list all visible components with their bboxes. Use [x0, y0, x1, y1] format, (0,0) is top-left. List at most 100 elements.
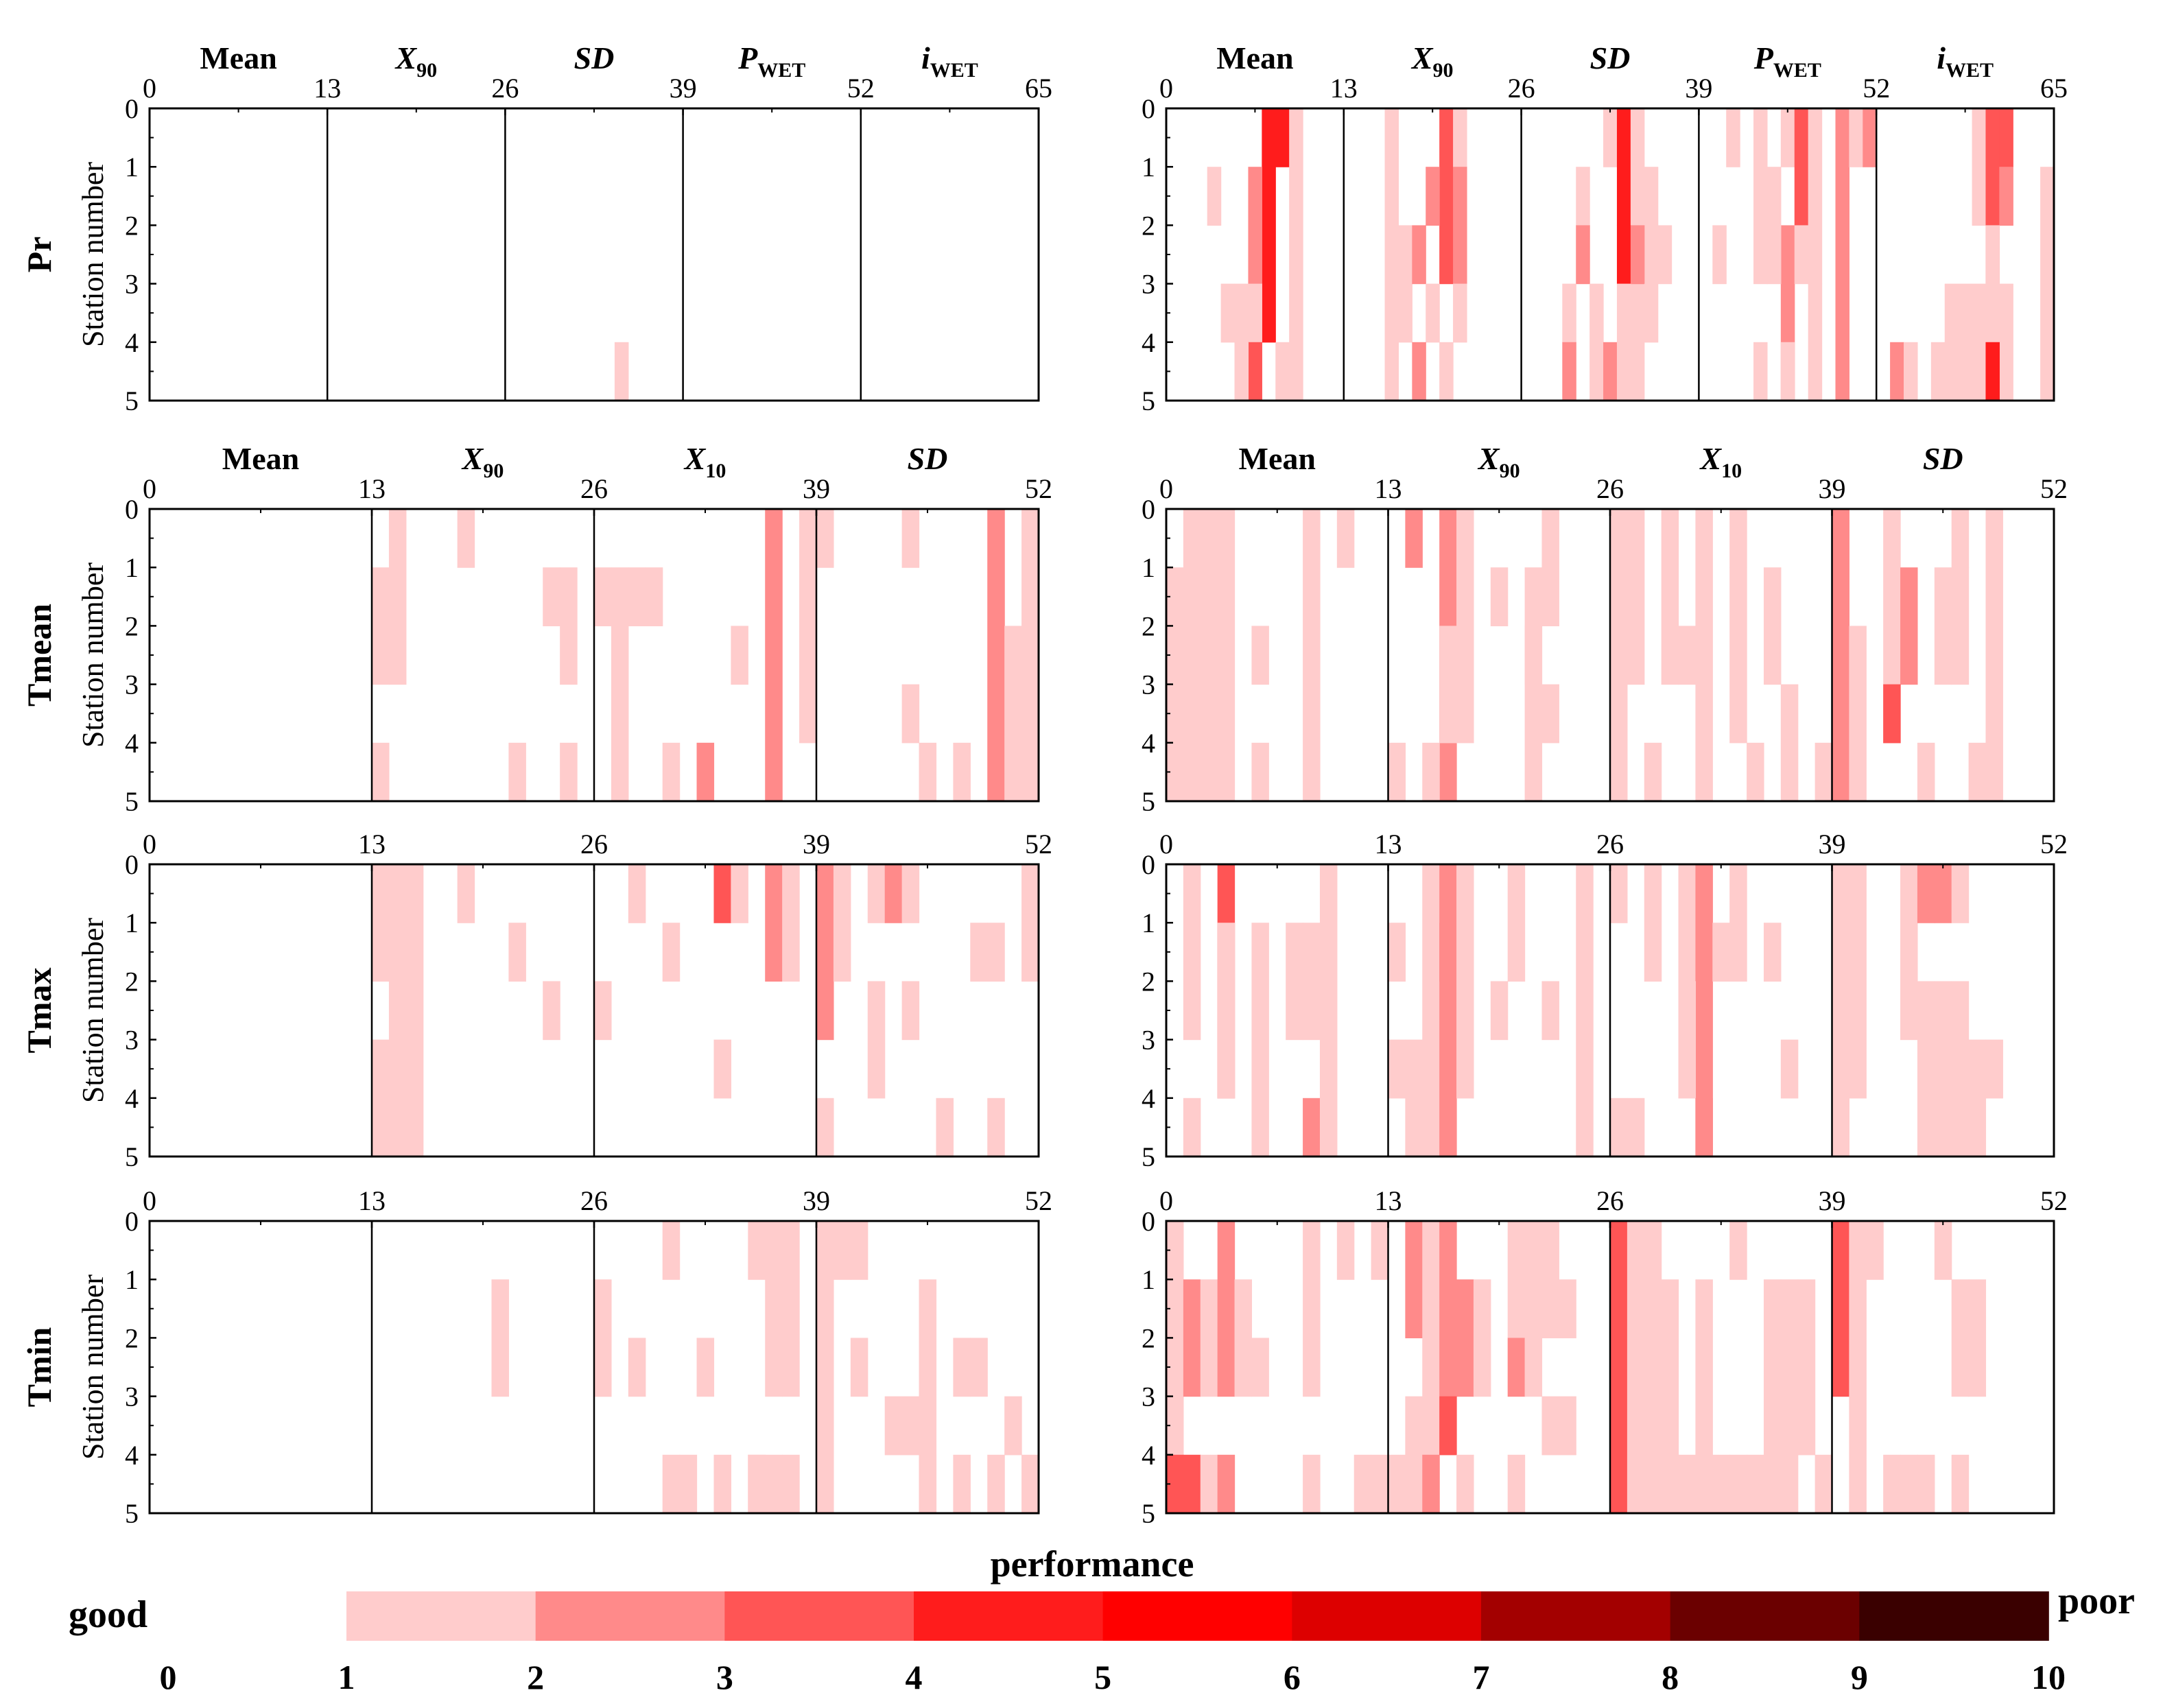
heatmap-cell: [1541, 1396, 1559, 1456]
heatmap-cell: [1217, 1221, 1236, 1397]
heatmap-cell: [1968, 1098, 1987, 1157]
metric-label: iWET: [921, 40, 978, 82]
legend-swatch: [1859, 1591, 2049, 1641]
heatmap-cell: [713, 864, 731, 923]
heatmap-cell: [1303, 1221, 1321, 1397]
heatmap-cell: [1183, 509, 1201, 802]
heatmap-cell: [1384, 108, 1399, 343]
metric-main: X: [1699, 441, 1722, 476]
heatmap-cell: [594, 981, 612, 1041]
heatmap-cell: [1934, 864, 1952, 923]
heatmap-cell: [1644, 742, 1662, 802]
metric-main: P: [737, 40, 758, 75]
legend-tick-label: 8: [1662, 1658, 1679, 1696]
panel-left: 0 13 26 39 52 0 1 2 3 4 5 Station number: [76, 829, 1052, 1172]
x-tick-label: 39: [1819, 829, 1846, 859]
x-tick-label: 13: [314, 73, 341, 104]
heatmap-cell: [1603, 108, 1618, 167]
heatmap-cell: [1456, 509, 1474, 744]
heatmap-cell: [1985, 342, 2000, 401]
heatmap-cell: [748, 1221, 766, 1280]
row-label: Tmin: [20, 1327, 58, 1407]
heatmap-cell: [1507, 1221, 1526, 1338]
heatmap-cell: [1336, 509, 1355, 568]
x-tick-label: 13: [1375, 829, 1402, 859]
heatmap-cell: [1763, 567, 1782, 685]
metric-sub: 90: [483, 460, 504, 482]
heatmap-cell: [372, 1039, 390, 1157]
heatmap-cell: [1951, 509, 1970, 568]
heatmap-cell: [867, 864, 886, 923]
heatmap-cell: [1248, 167, 1262, 285]
heatmap-cell: [970, 1338, 988, 1397]
metric-main: Mean: [1239, 441, 1316, 476]
heatmap-cell: [1422, 1221, 1440, 1397]
legend-tick-label: 5: [1094, 1658, 1111, 1696]
heatmap-cell: [1849, 1221, 1867, 1514]
heatmap-cell: [1610, 509, 1628, 802]
heatmap-cell: [987, 509, 1005, 802]
heatmap-cell: [1644, 864, 1662, 982]
y-axis-title: Station number: [76, 1274, 110, 1460]
heatmap-cell: [1576, 864, 1594, 1157]
y-tick-label: 2: [1142, 210, 1155, 241]
y-tick-label: 5: [1142, 1498, 1155, 1529]
y-tick-label: 5: [125, 386, 139, 416]
heatmap-cell: [1747, 742, 1764, 802]
y-tick-label: 3: [1142, 1381, 1155, 1412]
heatmap-cell: [953, 742, 971, 802]
y-tick-label: 4: [1142, 1440, 1155, 1471]
heatmap-cell: [1610, 1098, 1628, 1157]
heatmap-cell: [543, 567, 560, 626]
heatmap-cell: [1883, 1454, 1901, 1514]
heatmap-cell: [1524, 626, 1543, 685]
x-tick-label: 13: [358, 473, 386, 504]
heatmap-cell: [1251, 626, 1269, 685]
heatmap-cell: [1234, 342, 1249, 401]
heatmap-cell: [508, 923, 526, 982]
heatmap-cell: [782, 1221, 800, 1397]
heatmap-cell: [1832, 1221, 1849, 1397]
y-tick-label: 3: [1142, 1025, 1155, 1056]
legend-tick-label: 0: [160, 1658, 177, 1696]
heatmap-cell: [1747, 1454, 1764, 1514]
x-tick-label: 52: [2040, 1185, 2068, 1216]
heatmap-cell: [765, 1221, 783, 1397]
heatmap-cell: [1794, 108, 1809, 226]
x-tick-label: 13: [358, 1185, 386, 1216]
heatmap-cell: [1644, 167, 1659, 285]
heatmap-cell: [765, 1454, 783, 1514]
heatmap-cell: [614, 342, 629, 401]
heatmap-cell: [1712, 923, 1730, 982]
metric-label: X90: [394, 40, 437, 82]
x-tick-label: 26: [1596, 829, 1624, 859]
heatmap-cell: [1439, 342, 1454, 401]
heatmap-cell: [1890, 342, 1904, 401]
heatmap-cell: [850, 1338, 868, 1397]
heatmap-cell: [1303, 1098, 1321, 1157]
heatmap-cell: [1412, 342, 1426, 401]
x-tick-label: 26: [1508, 73, 1535, 104]
heatmap-cell: [1835, 108, 1849, 401]
heatmap-cell: [1021, 1454, 1039, 1514]
heatmap-cell: [1917, 864, 1935, 923]
heatmap-cell: [1405, 1454, 1423, 1514]
heatmap-cell: [1524, 1338, 1543, 1397]
y-tick-label: 1: [1142, 1264, 1155, 1295]
legend-swatch: [914, 1591, 1104, 1641]
heatmap-cell: [850, 1221, 868, 1280]
metric-main: Mean: [200, 40, 276, 75]
legend-tick-label: 6: [1284, 1658, 1301, 1696]
heatmap-cell: [372, 567, 390, 685]
metric-label: Mean: [1239, 441, 1316, 476]
heatmap-cell: [1275, 342, 1290, 401]
y-tick-label: 1: [125, 152, 139, 182]
heatmap-cell: [696, 1338, 715, 1397]
heatmap-cell: [696, 742, 715, 802]
heatmap-cell: [1183, 1279, 1201, 1397]
heatmap-cell: [1951, 1279, 1970, 1397]
legend-tick-label: 2: [527, 1658, 544, 1696]
heatmap-cell: [970, 923, 988, 982]
y-tick-label: 3: [125, 269, 139, 300]
